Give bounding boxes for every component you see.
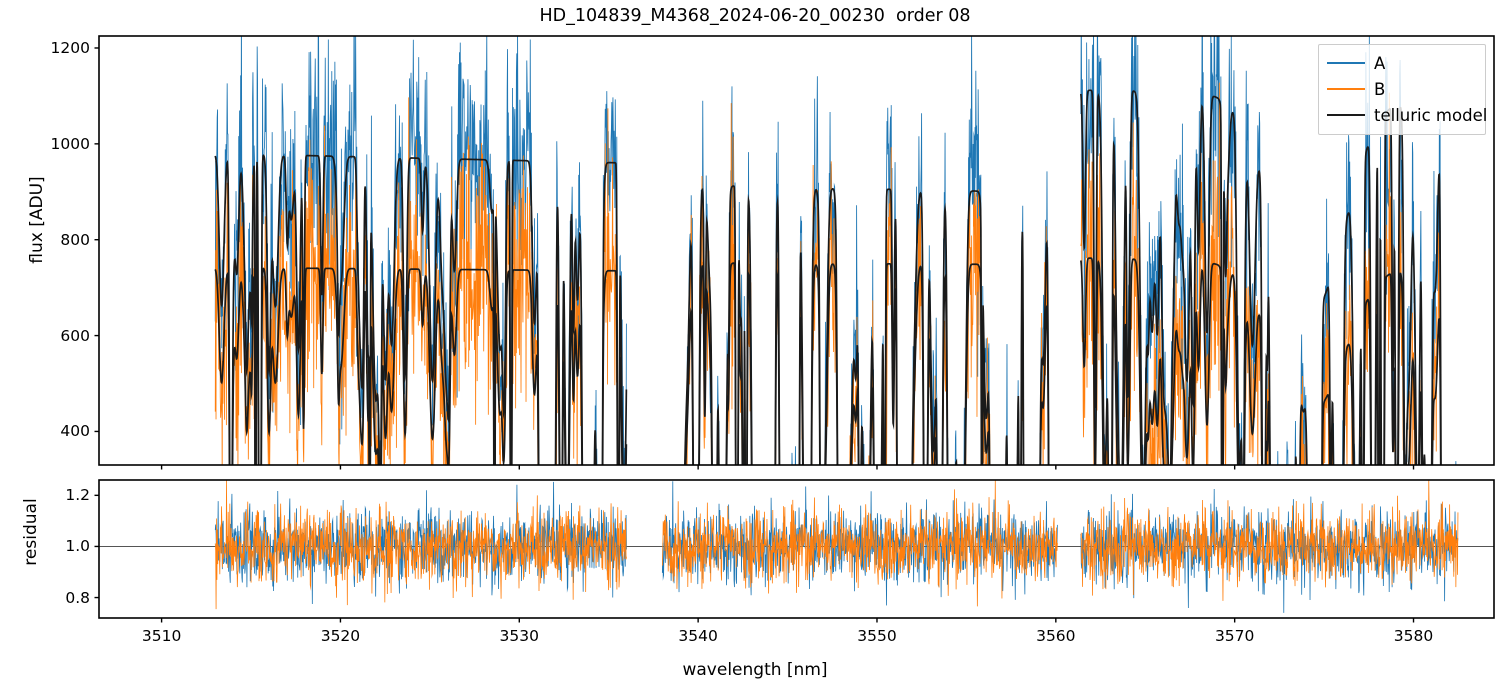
- residual-ytick-label: 1.0: [65, 537, 90, 556]
- wavelength-xtick-label: 3580: [1393, 627, 1434, 645]
- legend-swatch-b: [1327, 88, 1365, 90]
- legend-swatch-a: [1327, 62, 1365, 64]
- flux-axis-label: flux [ADU]: [27, 176, 47, 264]
- legend-label-b: B: [1374, 79, 1386, 99]
- flux-ytick-label: 400: [60, 422, 90, 441]
- wavelength-xtick-label: 3520: [320, 627, 361, 645]
- wavelength-xtick-label: 3530: [499, 627, 540, 645]
- flux-ytick-label: 600: [60, 326, 90, 345]
- residual-ytick-label: 0.8: [65, 588, 90, 607]
- legend-item-a: A: [1327, 50, 1477, 76]
- flux-ytick-label: 1200: [50, 38, 90, 57]
- flux-ytick-label: 800: [60, 230, 90, 249]
- legend-label-a: A: [1374, 53, 1386, 73]
- legend-label-telluric: telluric model: [1374, 105, 1488, 125]
- flux-ytick-label: 1000: [50, 134, 90, 153]
- legend-item-b: B: [1327, 76, 1477, 102]
- legend: A B telluric model: [1318, 44, 1487, 135]
- legend-item-telluric: telluric model: [1327, 102, 1487, 128]
- wavelength-xtick-label: 3560: [1036, 627, 1076, 645]
- wavelength-xtick-label: 3550: [857, 627, 897, 645]
- wavelength-xtick-label: 3510: [141, 627, 182, 645]
- wavelength-axis-label: wavelength [nm]: [682, 660, 828, 680]
- legend-swatch-telluric: [1327, 114, 1365, 116]
- wavelength-xtick-label: 3540: [678, 627, 718, 645]
- residual-ytick-label: 1.2: [65, 486, 90, 505]
- wavelength-xtick-label: 3570: [1214, 627, 1255, 645]
- page-title: HD_104839_M4368_2024-06-20_00230 order 0…: [539, 6, 971, 26]
